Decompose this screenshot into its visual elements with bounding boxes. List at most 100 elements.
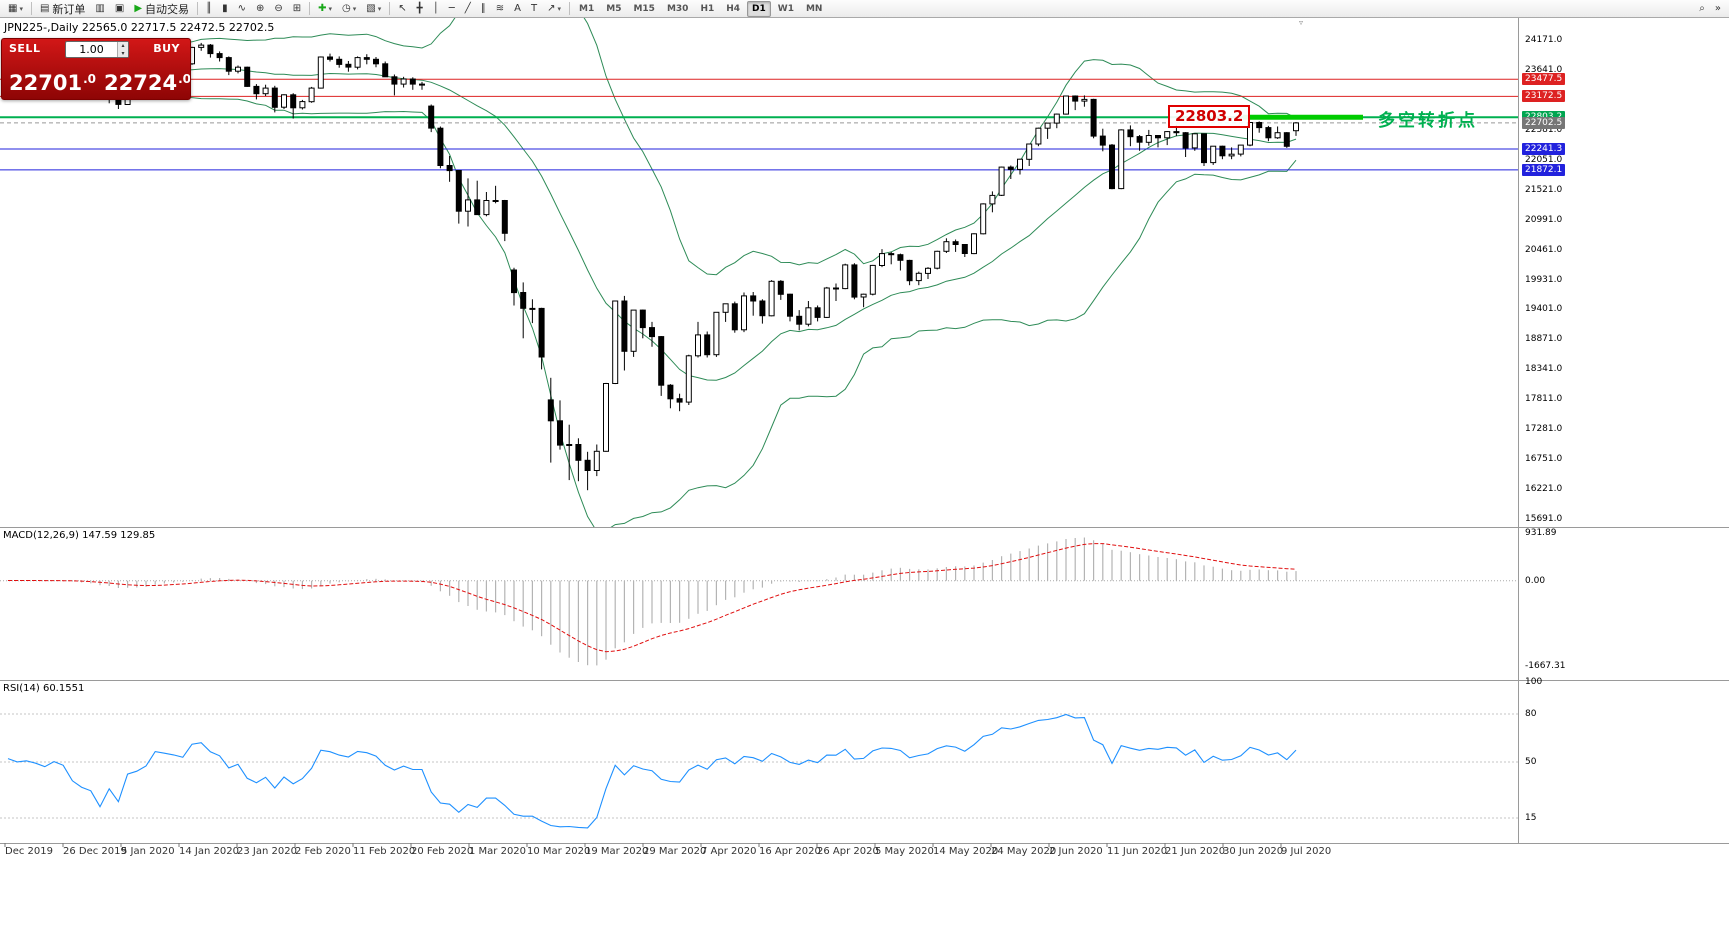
rsi-axis-tick: 50 [1525, 757, 1537, 767]
new-chart-icon: ▦ [8, 2, 18, 14]
lot-decrease-icon[interactable]: ▾ [118, 49, 128, 57]
toolbar-overflow-button[interactable]: » [1711, 1, 1725, 17]
toolbar-separator [569, 2, 571, 15]
templates-icon: ▧ [366, 2, 376, 14]
timeframe-D1-label: D1 [752, 3, 766, 14]
candlestick-chart-button[interactable]: ▮ [218, 1, 232, 17]
crosshair-button[interactable]: ╋ [413, 1, 427, 17]
line-chart-button[interactable]: ∿ [234, 1, 250, 17]
timeframe-H4-label: H4 [726, 3, 741, 14]
date-label: Dec 2019 [5, 846, 53, 857]
caret-down-icon: ▾ [557, 4, 562, 13]
price-tick: 19401.0 [1525, 304, 1563, 315]
zoom-in-button[interactable]: ⊕ [252, 1, 268, 17]
rsi-axis-tick: 15 [1525, 813, 1537, 823]
price-badge-22702.5: 22702.5 [1522, 116, 1566, 129]
caret-down-icon: ▾ [19, 4, 23, 13]
cursor-button[interactable]: ↖ [394, 1, 410, 17]
horizontal-line-icon: ─ [448, 2, 455, 14]
templates-button[interactable]: ▧ ▾ [362, 1, 385, 17]
text-button[interactable]: A [510, 1, 525, 17]
market-watch-button[interactable]: ▥ [91, 1, 108, 17]
timeframe-W1[interactable]: W1 [773, 1, 799, 17]
candlestick-chart-icon: ▮ [222, 2, 228, 14]
new-order-button[interactable]: ▤ 新订单 [36, 1, 89, 17]
sell-button[interactable]: SELL 22701.0 [2, 39, 97, 99]
fibonacci-button[interactable]: ≋ [492, 1, 508, 17]
zoom-out-button[interactable]: ⊖ [270, 1, 286, 17]
price-tick: 17811.0 [1525, 394, 1563, 405]
turning-point-annotation[interactable]: 多空转折点 [1378, 111, 1478, 131]
lot-size-input[interactable] [66, 42, 117, 57]
chart-shift-marker[interactable]: ▿ [1299, 18, 1304, 27]
auto-trading-icon: ▶ [134, 2, 143, 14]
macd-signal-line [8, 543, 1297, 653]
timeframe-M1-label: M1 [579, 3, 595, 14]
horizontal-line-button[interactable]: ─ [445, 1, 459, 17]
periods-icon: ◷ [342, 2, 351, 14]
date-label: 16 Apr 2020 [759, 846, 821, 857]
bar-chart-icon: ║ [206, 2, 213, 14]
date-label: 10 Mar 2020 [527, 846, 591, 857]
timeframe-MN-label: MN [805, 3, 823, 14]
data-window-button[interactable]: ▣ [111, 1, 128, 17]
timeframe-M1[interactable]: M1 [574, 1, 599, 17]
rsi-axis-tick: 80 [1525, 709, 1537, 719]
caret-down-icon: ▾ [328, 4, 333, 13]
rsi-pane [0, 713, 1518, 829]
lot-spinner[interactable]: ▴ ▾ [117, 42, 128, 57]
periods-button[interactable]: ◷ ▾ [338, 1, 360, 17]
tile-windows-button[interactable]: ⊞ [289, 1, 305, 17]
timeframe-M30-label: M30 [666, 3, 689, 14]
timeframe-H4[interactable]: H4 [721, 1, 745, 17]
date-label: 5 May 2020 [875, 846, 934, 857]
trendline-button[interactable]: ╱ [461, 1, 475, 17]
timeframe-M15-label: M15 [633, 3, 655, 14]
buy-button[interactable]: BUY 22724.0 [95, 39, 190, 99]
new-chart-button[interactable]: ▦ ▾ [4, 1, 27, 17]
arrows-button[interactable]: ↗ ▾ [543, 1, 565, 17]
price-tick: 22051.0 [1525, 154, 1563, 165]
lot-size-field[interactable]: ▴ ▾ [65, 41, 129, 58]
price-tick: 20991.0 [1525, 214, 1563, 225]
timeframe-M5[interactable]: M5 [601, 1, 626, 17]
fibonacci-icon: ≋ [495, 2, 505, 14]
lot-increase-icon[interactable]: ▴ [118, 42, 128, 50]
date-label: 11 Jun 2020 [1107, 846, 1168, 857]
timeframe-M5-label: M5 [606, 3, 622, 14]
macd-axis-tick: 931.89 [1525, 528, 1557, 538]
toolbar-separator [30, 2, 32, 15]
buy-label: BUY [153, 42, 180, 55]
macd-indicator-label: MACD(12,26,9) 147.59 129.85 [3, 530, 156, 541]
timeframe-H1[interactable]: H1 [695, 1, 719, 17]
timeframe-W1-label: W1 [777, 3, 794, 14]
price-level-label[interactable]: 22803.2 [1168, 105, 1251, 128]
search-button[interactable]: ⌕ [1695, 1, 1709, 17]
macd-pane [0, 537, 1518, 666]
tile-windows-icon: ⊞ [292, 2, 302, 14]
bar-chart-button[interactable]: ║ [202, 1, 216, 17]
auto-trading-button[interactable]: ▶ 自动交易 [130, 1, 193, 17]
timeframe-D1[interactable]: D1 [747, 0, 771, 17]
toolbar-separator [197, 2, 199, 15]
vertical-line-button[interactable]: │ [429, 1, 443, 17]
data-window-icon: ▣ [114, 2, 125, 14]
price-tick: 15691.0 [1525, 514, 1563, 524]
timeframe-MN[interactable]: MN [801, 1, 828, 17]
sell-label: SELL [9, 42, 41, 55]
indicators-button[interactable]: ✚ ▾ [314, 1, 336, 17]
date-label: 24 May 2020 [991, 846, 1057, 857]
date-label: 20 Feb 2020 [411, 846, 474, 857]
ask-price: 22724.0 [104, 71, 191, 95]
text-label-button[interactable]: T [527, 1, 541, 17]
price-badge-23172.5: 23172.5 [1522, 90, 1566, 103]
timeframe-M30[interactable]: M30 [662, 1, 693, 17]
caret-down-icon: ▾ [352, 4, 357, 13]
date-label: 2 Feb 2020 [295, 846, 351, 857]
date-label: 29 Mar 2020 [643, 846, 707, 857]
rsi-indicator-label: RSI(14) 60.1551 [3, 683, 85, 694]
timeframe-M15[interactable]: M15 [628, 1, 659, 17]
channel-button[interactable]: ∥ [477, 1, 490, 17]
timeframe-H1-label: H1 [700, 3, 715, 14]
